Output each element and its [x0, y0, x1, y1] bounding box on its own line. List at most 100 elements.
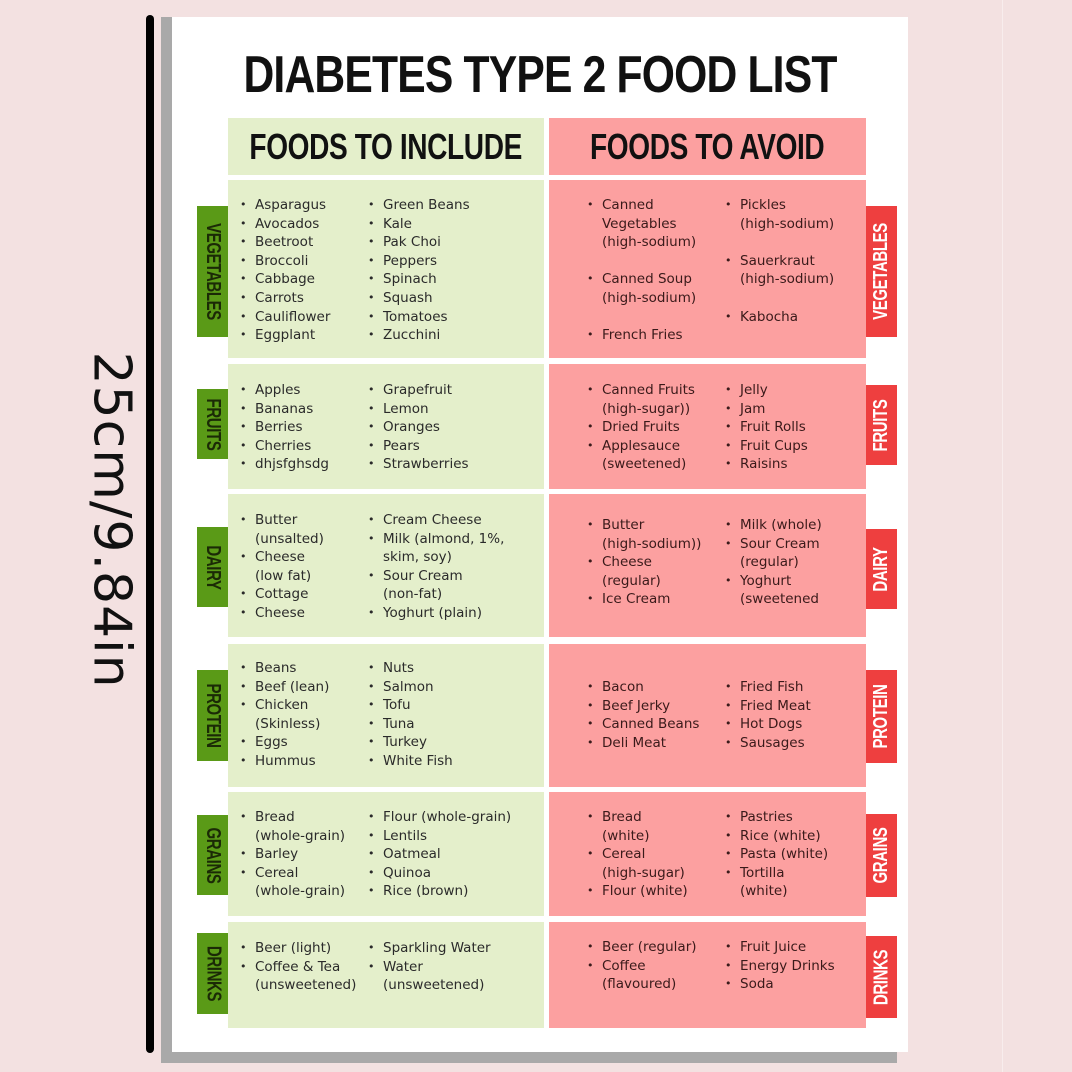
list-item-continuation: (regular): [740, 554, 799, 571]
list-item: Apples: [240, 381, 365, 400]
include-fruits-cell: ApplesBananasBerriesCherriesdhjsfghsdgGr…: [228, 364, 544, 489]
list-item: Kabocha: [725, 308, 855, 327]
list-item: Kale: [368, 215, 538, 234]
avoid-dairy-cell: Butter(high-sodium))Cheese(regular)Ice C…: [549, 494, 866, 637]
avoid-dairy-list-2: Milk (whole)Sour Cream(regular)Yoghurt(s…: [725, 516, 855, 609]
avoid-dairy-list-1: Butter(high-sodium))Cheese(regular)Ice C…: [587, 516, 717, 609]
list-item: Cabbage: [240, 270, 365, 289]
list-item-continuation: (unsweetened): [255, 977, 357, 994]
avoid-protein-list-2: Fried FishFried MeatHot DogsSausages: [725, 678, 855, 752]
list-item-continuation: (unsweetened): [383, 977, 485, 994]
list-item: Hummus: [240, 752, 365, 771]
include-drinks-list-2: Sparkling WaterWater(unsweetened): [368, 939, 538, 995]
list-item: Energy Drinks: [725, 957, 855, 976]
tab-label: DRINKS: [202, 945, 225, 1002]
list-item: Fruit Cups: [725, 437, 855, 456]
list-item: Squash: [368, 289, 538, 308]
list-item: Cauliflower: [240, 308, 365, 327]
list-item: Coffee: [587, 957, 717, 976]
avoid-grains-list-2: PastriesRice (white)Pasta (white)Tortill…: [725, 808, 855, 901]
avoid-drinks-list-1: Beer (regular)Coffee(flavoured): [587, 938, 717, 994]
include-protein-list-2: NutsSalmonTofuTunaTurkeyWhite Fish: [368, 659, 538, 771]
list-item: Fruit Juice: [725, 938, 855, 957]
list-item-continuation: (unsalted): [255, 530, 324, 547]
list-item-continuation: (whole-grain): [255, 883, 346, 900]
list-item: Rice (brown): [368, 882, 538, 901]
list-item: Lentils: [368, 827, 538, 846]
list-item: Broccoli: [240, 252, 365, 271]
list-item: Bananas: [240, 400, 365, 419]
avoid-fruits-cell: Canned Fruits(high-sugar))Dried FruitsAp…: [549, 364, 866, 489]
list-item-continuation: (high-sodium): [740, 271, 835, 288]
list-item: Rice (white): [725, 827, 855, 846]
include-fruits-list-2: GrapefruitLemonOrangesPearsStrawberries: [368, 381, 538, 474]
list-item: Yoghurt: [725, 572, 855, 591]
list-item-continuation: [725, 289, 855, 308]
list-item: Pastries: [725, 808, 855, 827]
dimension-label: 25cm/9.84in: [72, 290, 152, 750]
include-protein-cell: BeansBeef (lean)Chicken(Skinless)EggsHum…: [228, 644, 544, 787]
list-item-continuation: [587, 308, 717, 327]
include-fruits-list-1: ApplesBananasBerriesCherriesdhjsfghsdg: [240, 381, 365, 474]
list-item: Beef Jerky: [587, 697, 717, 716]
avoid-protein-cell: BaconBeef JerkyCanned BeansDeli MeatFrie…: [549, 644, 866, 787]
list-item: Flour (whole-grain): [368, 808, 538, 827]
list-item: Sour Cream: [368, 567, 538, 586]
list-item-continuation: (white): [602, 827, 650, 844]
list-item-continuation: (high-sodium): [602, 289, 697, 306]
include-drinks-cell: Beer (light)Coffee & Tea(unsweetened)Spa…: [228, 922, 544, 1028]
include-protein-list-1: BeansBeef (lean)Chicken(Skinless)EggsHum…: [240, 659, 365, 771]
list-item-continuation: [587, 252, 717, 271]
list-item: Cherries: [240, 437, 365, 456]
list-item: Pasta (white): [725, 845, 855, 864]
avoid-fruits-tab: FRUITS: [866, 385, 897, 465]
list-item-continuation: skim, soy): [383, 549, 452, 566]
list-item: Nuts: [368, 659, 538, 678]
tab-label: FRUITS: [870, 399, 892, 451]
list-item-continuation: (low fat): [255, 567, 312, 584]
list-item: Ice Cream: [587, 590, 717, 609]
tab-label: FRUITS: [202, 398, 224, 450]
tab-label: VEGETABLES: [202, 223, 224, 320]
list-item: Beer (regular): [587, 938, 717, 957]
list-item: Carrots: [240, 289, 365, 308]
list-item: Water: [368, 958, 538, 977]
list-item: dhjsfghsdg: [240, 455, 365, 474]
avoid-vegetables-list-2: Pickles(high-sodium) Sauerkraut(high-sod…: [725, 196, 855, 326]
include-vegetables-tab: VEGETABLES: [197, 206, 228, 337]
background-divider: [1002, 0, 1003, 1072]
list-item: Fried Fish: [725, 678, 855, 697]
tab-label: PROTEIN: [202, 683, 224, 748]
list-item-continuation: (high-sugar): [602, 864, 685, 881]
avoid-fruits-list-2: JellyJamFruit RollsFruit CupsRaisins: [725, 381, 855, 474]
tab-label: DRINKS: [870, 949, 893, 1005]
list-item: Cheese: [240, 604, 365, 623]
avoid-drinks-cell: Beer (regular)Coffee(flavoured) Fruit Jui…: [549, 922, 866, 1028]
avoid-fruits-list-1: Canned Fruits(high-sugar))Dried FruitsAp…: [587, 381, 717, 474]
list-item: Tortilla: [725, 864, 855, 883]
list-item-continuation: (regular): [602, 572, 661, 589]
avoid-drinks-tab: DRINKS: [866, 936, 897, 1018]
list-item-continuation: [725, 233, 855, 252]
tab-label: VEGETABLES: [870, 223, 892, 320]
list-item: Cheese: [240, 548, 365, 567]
include-dairy-tab: DAIRY: [197, 527, 228, 607]
include-grains-tab: GRAINS: [197, 815, 228, 895]
list-item-continuation: (non-fat): [383, 586, 443, 603]
list-item: Avocados: [240, 215, 365, 234]
list-item-continuation: (sweetened: [740, 591, 819, 608]
list-item: Milk (almond, 1%,: [368, 530, 538, 549]
list-item: Barley: [240, 845, 365, 864]
avoid-header-text: FOODS TO AVOID: [590, 125, 825, 167]
list-item: Butter: [240, 511, 365, 530]
include-grains-cell: Bread(whole-grain)BarleyCereal(whole-gra…: [228, 792, 544, 916]
list-item: Quinoa: [368, 864, 538, 883]
list-item: Spinach: [368, 270, 538, 289]
avoid-dairy-tab: DAIRY: [866, 529, 897, 609]
list-item: Beans: [240, 659, 365, 678]
tab-label: PROTEIN: [870, 684, 892, 749]
include-drinks-tab: DRINKS: [197, 933, 228, 1014]
list-item: Raisins: [725, 455, 855, 474]
